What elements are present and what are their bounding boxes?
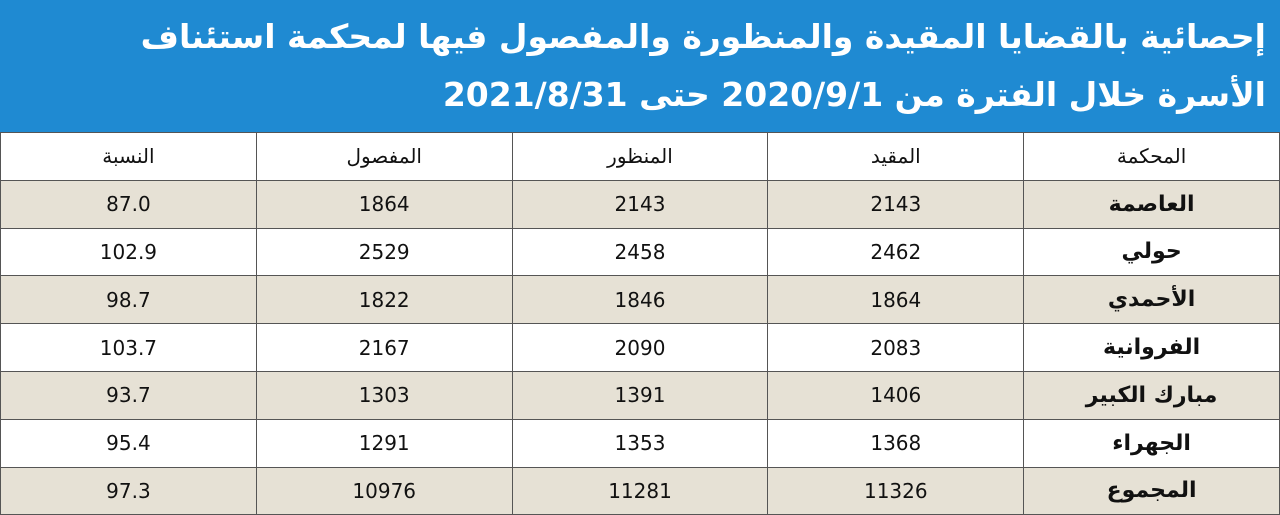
cell-value: 1846	[511, 275, 769, 325]
cell-value: 2083	[767, 323, 1025, 372]
cell-value: 93.7	[0, 370, 257, 420]
table-header-row: المحكمة المقيد المنظور المفصول النسبة	[0, 132, 1280, 181]
header-banner: إحصائية بالقضايا المقيدة والمنظورة والمف…	[0, 0, 1280, 132]
cell-value: 11281	[511, 466, 769, 515]
court-name: الجهراء	[1023, 418, 1280, 468]
title-line: الأسرة خلال الفترة من 2020/9/1 حتى 2021/…	[442, 75, 1266, 114]
cell-value: 1353	[511, 418, 769, 468]
cell-value: 1291	[255, 418, 513, 468]
column-header: المنظور	[511, 132, 769, 181]
table-row: الفروانية 2083 2090 2167 103.7	[0, 323, 1280, 372]
table-row: المجموع 11326 11281 10976 97.3	[0, 466, 1280, 515]
cell-value: 98.7	[0, 275, 257, 325]
column-header: المقيد	[767, 132, 1025, 181]
cell-value: 1864	[255, 179, 513, 229]
cell-value: 2167	[255, 323, 513, 372]
cell-value: 102.9	[0, 227, 257, 277]
table-body: العاصمة 2143 2143 1864 87.0 حولي 2462 2458 2529 1…	[0, 179, 1280, 515]
cell-value: 103.7	[0, 323, 257, 372]
cell-value: 10976	[255, 466, 513, 515]
cell-value: 1303	[255, 370, 513, 420]
court-name: المجموع	[1023, 466, 1280, 515]
table-row: مبارك الكبير 1406 1391 1303 93.7	[0, 370, 1280, 420]
cell-value: 2462	[767, 227, 1025, 277]
stats-table: المحكمة المقيد المنظور المفصول النسبة العاصم…	[0, 132, 1280, 515]
cell-value: 2458	[511, 227, 769, 277]
court-name: العاصمة	[1023, 179, 1280, 229]
cell-value: 2090	[511, 323, 769, 372]
column-header: المحكمة	[1023, 132, 1280, 181]
cell-value: 95.4	[0, 418, 257, 468]
cell-value: 2143	[511, 179, 769, 229]
title-line: إحصائية بالقضايا المقيدة والمنظورة والمف…	[140, 17, 1266, 56]
cell-value: 1864	[767, 275, 1025, 325]
cell-value: 1368	[767, 418, 1025, 468]
cell-value: 2529	[255, 227, 513, 277]
table-row: العاصمة 2143 2143 1864 87.0	[0, 179, 1280, 229]
court-name: حولي	[1023, 227, 1280, 277]
column-header: النسبة	[0, 132, 257, 181]
cell-value: 97.3	[0, 466, 257, 515]
court-name: مبارك الكبير	[1023, 370, 1280, 420]
table-row: الجهراء 1368 1353 1291 95.4	[0, 418, 1280, 468]
court-name: الأحمدي	[1023, 275, 1280, 325]
table-row: حولي 2462 2458 2529 102.9	[0, 227, 1280, 277]
cell-value: 87.0	[0, 179, 257, 229]
cell-value: 11326	[767, 466, 1025, 515]
table-row: الأحمدي 1864 1846 1822 98.7	[0, 275, 1280, 325]
cell-value: 1822	[255, 275, 513, 325]
cell-value: 1391	[511, 370, 769, 420]
cell-value: 1406	[767, 370, 1025, 420]
column-header: المفصول	[255, 132, 513, 181]
court-name: الفروانية	[1023, 323, 1280, 372]
cell-value: 2143	[767, 179, 1025, 229]
